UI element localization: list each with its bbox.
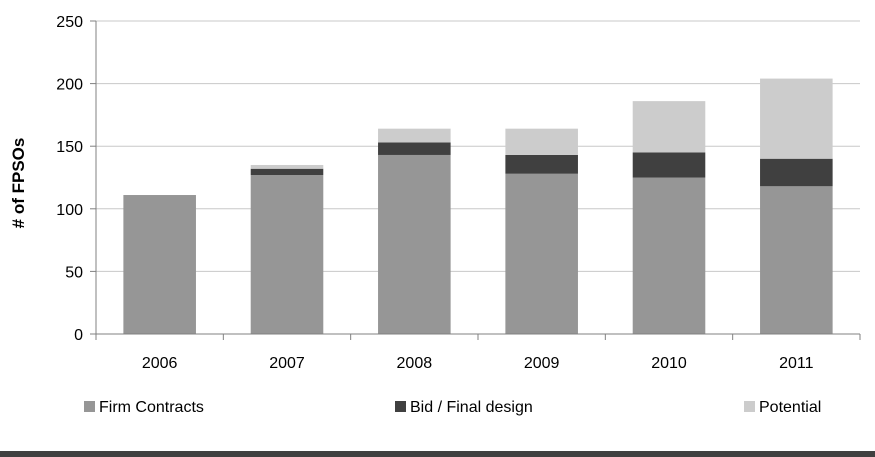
y-tick-label: 200: [56, 77, 83, 94]
legend-label: Firm Contracts: [99, 399, 204, 416]
x-tick-labels: 2006 2007 2008 2009 2010 2011: [142, 355, 814, 372]
bottom-rule: [0, 451, 875, 457]
bars: [123, 78, 833, 334]
axes: [95, 21, 861, 340]
bar-firm-contracts-2011: [760, 186, 833, 334]
y-tick-label: 100: [56, 202, 83, 219]
y-tick-label: 0: [74, 327, 83, 344]
bar-firm-contracts-2009: [505, 173, 578, 334]
bar-bid-final-design-2007: [250, 168, 324, 175]
legend-label: Bid / Final design: [410, 399, 533, 416]
y-tick-labels: 0 50 100 150 200 250: [56, 14, 83, 344]
y-tick-label: 250: [56, 14, 83, 31]
bar-potential-2008: [378, 128, 451, 143]
bar-potential-2010: [632, 101, 706, 153]
x-tick-label: 2008: [397, 355, 433, 372]
bar-firm-contracts-2007: [250, 174, 324, 334]
y-tick-label: 50: [65, 264, 83, 281]
bar-firm-contracts-2010: [632, 177, 706, 334]
legend-item: Firm Contracts: [84, 399, 204, 416]
bar-potential-2011: [760, 78, 833, 159]
x-tick-label: 2010: [651, 355, 687, 372]
bar-bid-final-design-2008: [378, 142, 451, 155]
legend-swatch: [84, 401, 95, 412]
x-tick-label: 2009: [524, 355, 560, 372]
bar-firm-contracts-2006: [123, 195, 196, 334]
legend-item: Bid / Final design: [395, 399, 533, 416]
y-tick-label: 150: [56, 139, 83, 156]
bar-potential-2007: [250, 164, 324, 169]
bar-bid-final-design-2009: [505, 154, 578, 174]
bar-potential-2009: [505, 128, 578, 155]
x-tick-label: 2006: [142, 355, 178, 372]
legend-swatch: [744, 401, 755, 412]
legend-swatch: [395, 401, 406, 412]
legend-item: Potential: [744, 399, 821, 416]
legend-label: Potential: [759, 399, 821, 416]
bar-firm-contracts-2008: [378, 154, 451, 334]
x-tick-label: 2011: [779, 355, 814, 372]
legend: Firm Contracts Bid / Final design Potentia…: [84, 399, 821, 416]
y-axis-title: # of FPSOs: [9, 138, 28, 229]
bar-bid-final-design-2011: [760, 158, 833, 187]
gridlines: [90, 20, 860, 335]
bar-bid-final-design-2010: [632, 152, 706, 178]
x-tick-label: 2007: [269, 355, 305, 372]
